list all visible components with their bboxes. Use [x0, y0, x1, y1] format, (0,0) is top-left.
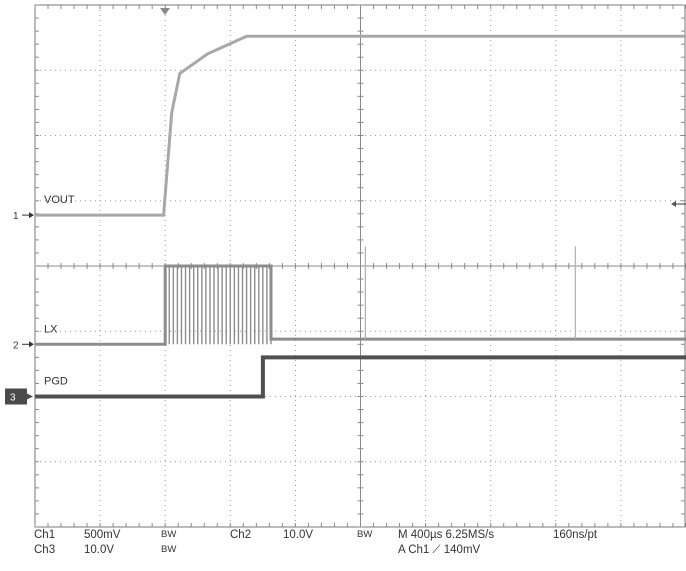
traces	[35, 34, 686, 399]
ch3-bw-icon: BW	[161, 544, 177, 555]
ch2-scale: 10.0V	[283, 529, 314, 541]
ch2-label: Ch2	[230, 529, 252, 541]
ch3-marker-box	[5, 388, 27, 405]
record-resolution: 160ns/pt	[553, 529, 598, 541]
scope-readout: Ch1 500mV BW Ch2 10.0V BW M 400µs 6.25MS…	[0, 527, 686, 571]
vout-trace	[35, 34, 686, 217]
channel-markers: 1 2 3	[5, 211, 34, 405]
graticule	[34, 4, 686, 528]
ch1-marker-label: 1	[13, 211, 19, 222]
ch1-scale: 500mV	[84, 529, 121, 541]
trigger-level-marker	[671, 201, 686, 208]
ch3-scale: 10.0V	[84, 544, 115, 556]
ch1-marker-arrow	[29, 212, 34, 219]
lx-label: LX	[44, 323, 58, 335]
ch3-marker-label: 3	[10, 393, 16, 404]
vout-label: VOUT	[44, 194, 75, 206]
ch2-marker-arrow	[29, 341, 34, 348]
ch2-marker-label: 2	[13, 340, 19, 351]
pgd-label: PGD	[44, 376, 68, 388]
trigger-position-marker	[160, 8, 170, 15]
ch1-label: Ch1	[34, 529, 56, 541]
ch2-bw-icon: BW	[357, 529, 373, 540]
ch1-bw-icon: BW	[161, 529, 177, 540]
trigger-settings: A Ch1 ⟋ 140mV	[398, 544, 481, 556]
trace-labels: VOUT LX PGD	[44, 194, 75, 387]
horizontal-settings: M 400µs 6.25MS/s	[398, 529, 495, 541]
ch3-marker-arrow	[27, 393, 33, 400]
pgd-trace	[35, 355, 686, 399]
ch3-label: Ch3	[34, 544, 56, 556]
